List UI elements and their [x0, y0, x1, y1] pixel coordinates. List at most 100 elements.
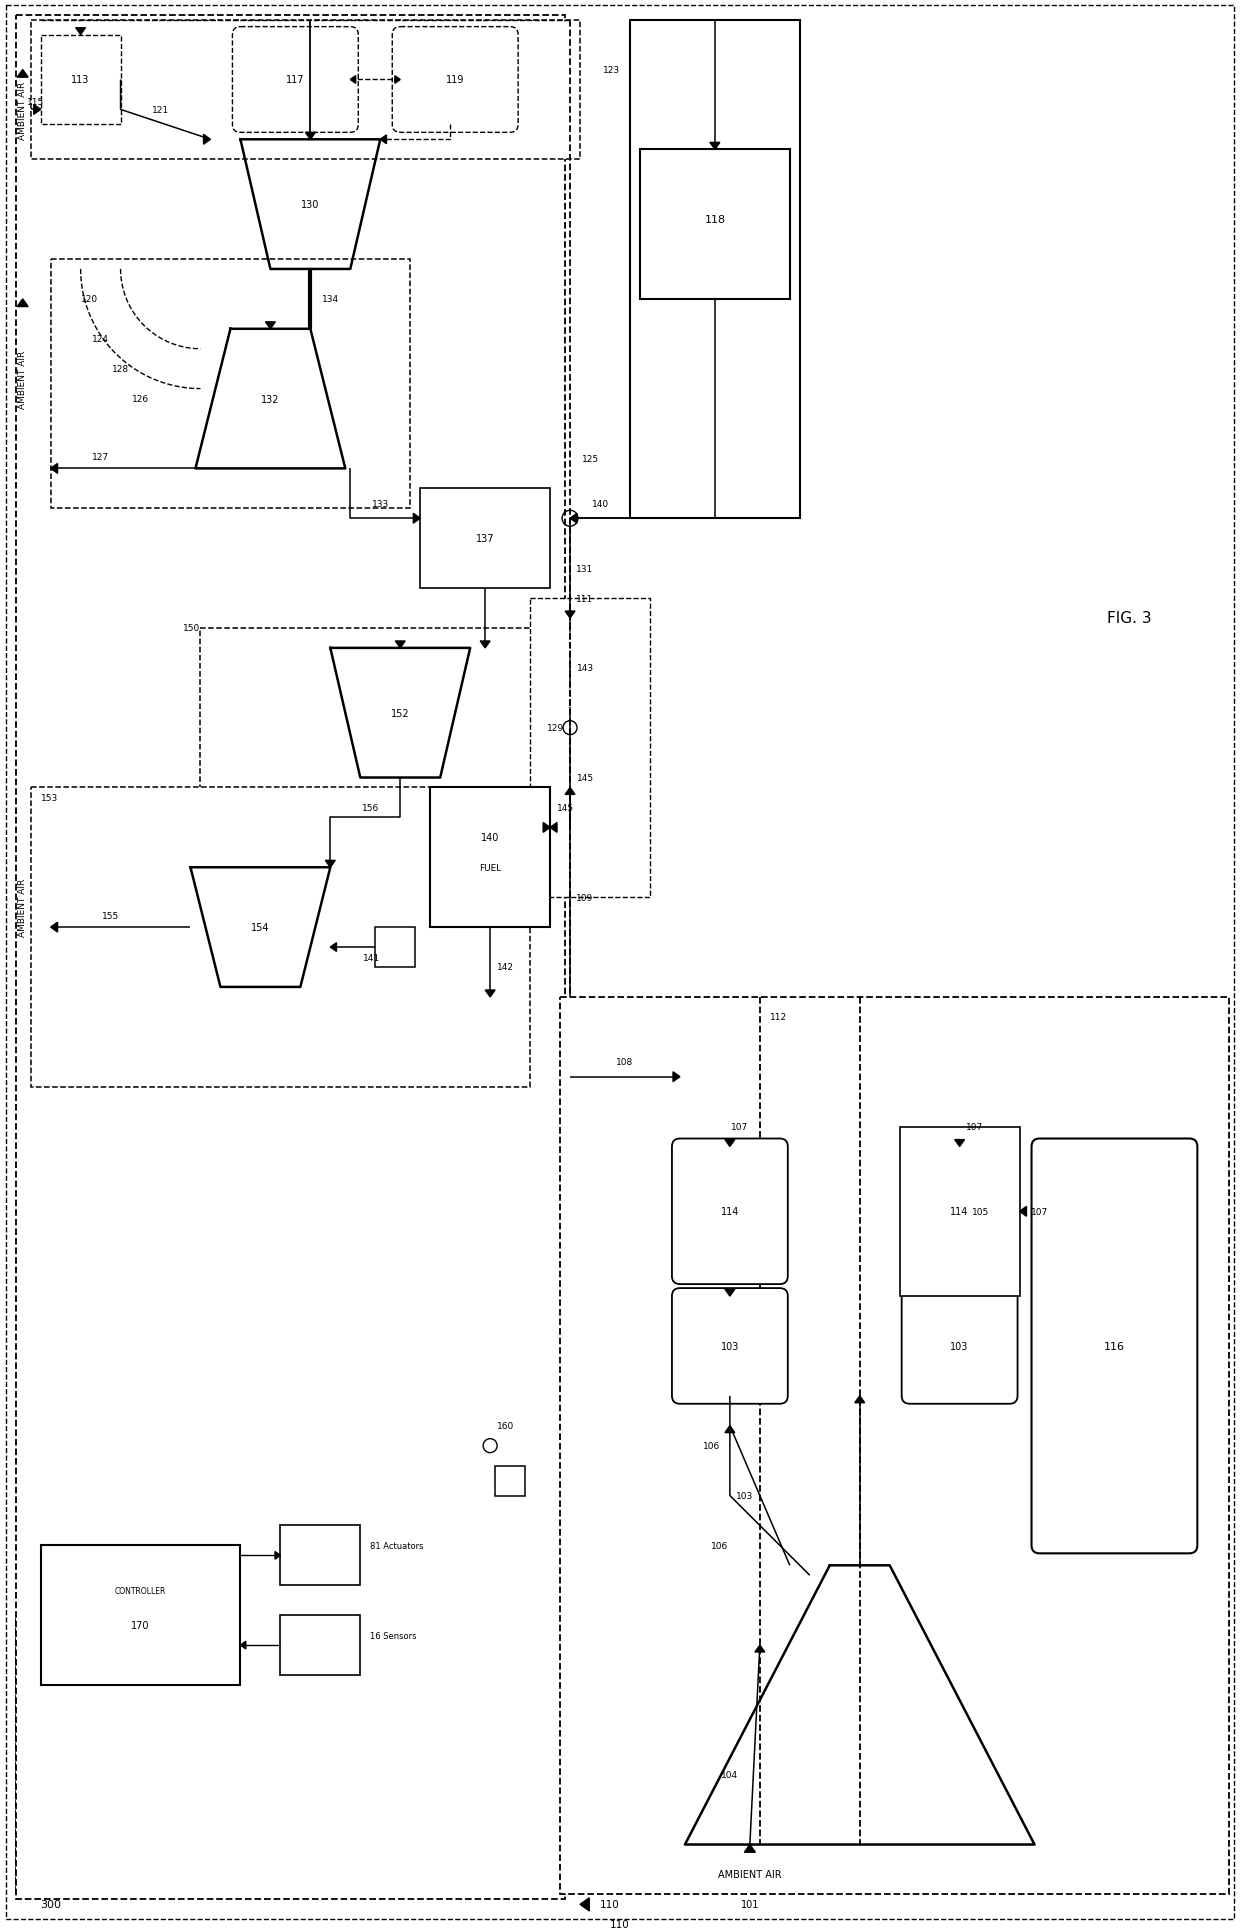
- Text: 119: 119: [446, 75, 464, 85]
- Text: 101: 101: [740, 1899, 759, 1909]
- Bar: [531, 598, 650, 897]
- Text: 129: 129: [547, 724, 564, 733]
- Bar: [495, 1465, 525, 1496]
- Text: FUEL: FUEL: [479, 863, 501, 872]
- Text: 113: 113: [72, 75, 89, 85]
- Polygon shape: [413, 513, 420, 523]
- Text: AMBIENT AIR: AMBIENT AIR: [19, 81, 27, 139]
- Text: 120: 120: [81, 295, 98, 305]
- Polygon shape: [330, 944, 336, 951]
- Bar: [16, 1615, 565, 1895]
- Text: 150: 150: [184, 623, 201, 633]
- Text: 140: 140: [591, 500, 609, 508]
- Bar: [201, 629, 580, 828]
- Text: 131: 131: [577, 564, 594, 573]
- Text: 125: 125: [582, 455, 599, 463]
- Text: 127: 127: [92, 454, 109, 461]
- Text: 114: 114: [950, 1206, 968, 1216]
- Text: 116: 116: [1104, 1341, 1125, 1351]
- Polygon shape: [744, 1845, 755, 1853]
- Polygon shape: [351, 77, 356, 85]
- Text: AMBIENT AIR: AMBIENT AIR: [718, 1870, 781, 1880]
- Polygon shape: [725, 1426, 735, 1432]
- Polygon shape: [51, 923, 57, 932]
- Text: FIG. 3: FIG. 3: [1107, 612, 1152, 625]
- Bar: [280, 1525, 361, 1585]
- Text: 128: 128: [112, 365, 129, 374]
- Text: 104: 104: [722, 1770, 739, 1779]
- Polygon shape: [51, 465, 57, 475]
- Text: 153: 153: [41, 793, 58, 803]
- Text: 114: 114: [720, 1206, 739, 1216]
- Text: 155: 155: [102, 911, 119, 921]
- Text: 107: 107: [1030, 1206, 1048, 1216]
- Bar: [31, 787, 531, 1087]
- Bar: [900, 1127, 1019, 1297]
- Text: 106: 106: [712, 1540, 729, 1550]
- Polygon shape: [711, 143, 720, 151]
- Text: 170: 170: [131, 1621, 150, 1631]
- Text: 133: 133: [372, 500, 389, 508]
- Polygon shape: [265, 322, 275, 330]
- Text: 81 Actuators: 81 Actuators: [371, 1540, 424, 1550]
- Polygon shape: [325, 861, 335, 868]
- Polygon shape: [394, 77, 401, 85]
- Polygon shape: [580, 1897, 589, 1911]
- Polygon shape: [305, 133, 315, 141]
- Text: 121: 121: [153, 106, 169, 114]
- FancyBboxPatch shape: [1032, 1139, 1198, 1554]
- Bar: [280, 1615, 361, 1675]
- Polygon shape: [565, 787, 575, 795]
- Text: 145: 145: [557, 803, 574, 813]
- Text: 115: 115: [27, 98, 45, 106]
- Bar: [16, 15, 565, 1899]
- Text: 103: 103: [737, 1492, 754, 1500]
- Text: 103: 103: [950, 1341, 968, 1351]
- Polygon shape: [17, 299, 29, 307]
- Bar: [420, 488, 551, 589]
- FancyBboxPatch shape: [901, 1139, 1018, 1285]
- Bar: [560, 998, 1229, 1895]
- FancyBboxPatch shape: [672, 1139, 787, 1285]
- Text: 300: 300: [41, 1899, 62, 1909]
- Polygon shape: [854, 1395, 864, 1403]
- Text: 132: 132: [262, 394, 280, 405]
- Bar: [630, 21, 800, 519]
- Text: 137: 137: [476, 535, 495, 544]
- Text: 156: 156: [362, 803, 379, 813]
- Bar: [640, 151, 790, 299]
- Text: 111: 111: [577, 594, 594, 604]
- Text: 141: 141: [363, 953, 381, 961]
- Text: 130: 130: [301, 201, 320, 210]
- FancyBboxPatch shape: [232, 27, 358, 133]
- Text: 145: 145: [577, 774, 594, 782]
- Polygon shape: [33, 106, 41, 116]
- Polygon shape: [725, 1141, 735, 1146]
- Polygon shape: [381, 135, 387, 145]
- FancyBboxPatch shape: [901, 1289, 1018, 1403]
- Text: 124: 124: [92, 336, 109, 344]
- Polygon shape: [755, 1644, 765, 1652]
- Polygon shape: [565, 612, 575, 620]
- Text: AMBIENT AIR: AMBIENT AIR: [19, 878, 27, 936]
- Polygon shape: [551, 822, 557, 834]
- Text: 140: 140: [481, 834, 500, 843]
- Polygon shape: [241, 1640, 246, 1648]
- Text: CONTROLLER: CONTROLLER: [115, 1586, 166, 1594]
- Polygon shape: [725, 1289, 735, 1297]
- Text: AMBIENT AIR: AMBIENT AIR: [19, 351, 27, 409]
- Text: 108: 108: [616, 1058, 634, 1067]
- Polygon shape: [955, 1141, 965, 1146]
- Text: 117: 117: [286, 75, 305, 85]
- Polygon shape: [396, 641, 405, 648]
- Text: 103: 103: [720, 1341, 739, 1351]
- Text: 142: 142: [497, 963, 513, 973]
- Text: 123: 123: [603, 66, 620, 75]
- Text: 152: 152: [391, 708, 409, 718]
- Polygon shape: [1019, 1206, 1027, 1216]
- Polygon shape: [570, 513, 577, 523]
- Polygon shape: [17, 71, 29, 77]
- Polygon shape: [76, 29, 86, 35]
- Polygon shape: [275, 1552, 280, 1559]
- Polygon shape: [673, 1073, 680, 1083]
